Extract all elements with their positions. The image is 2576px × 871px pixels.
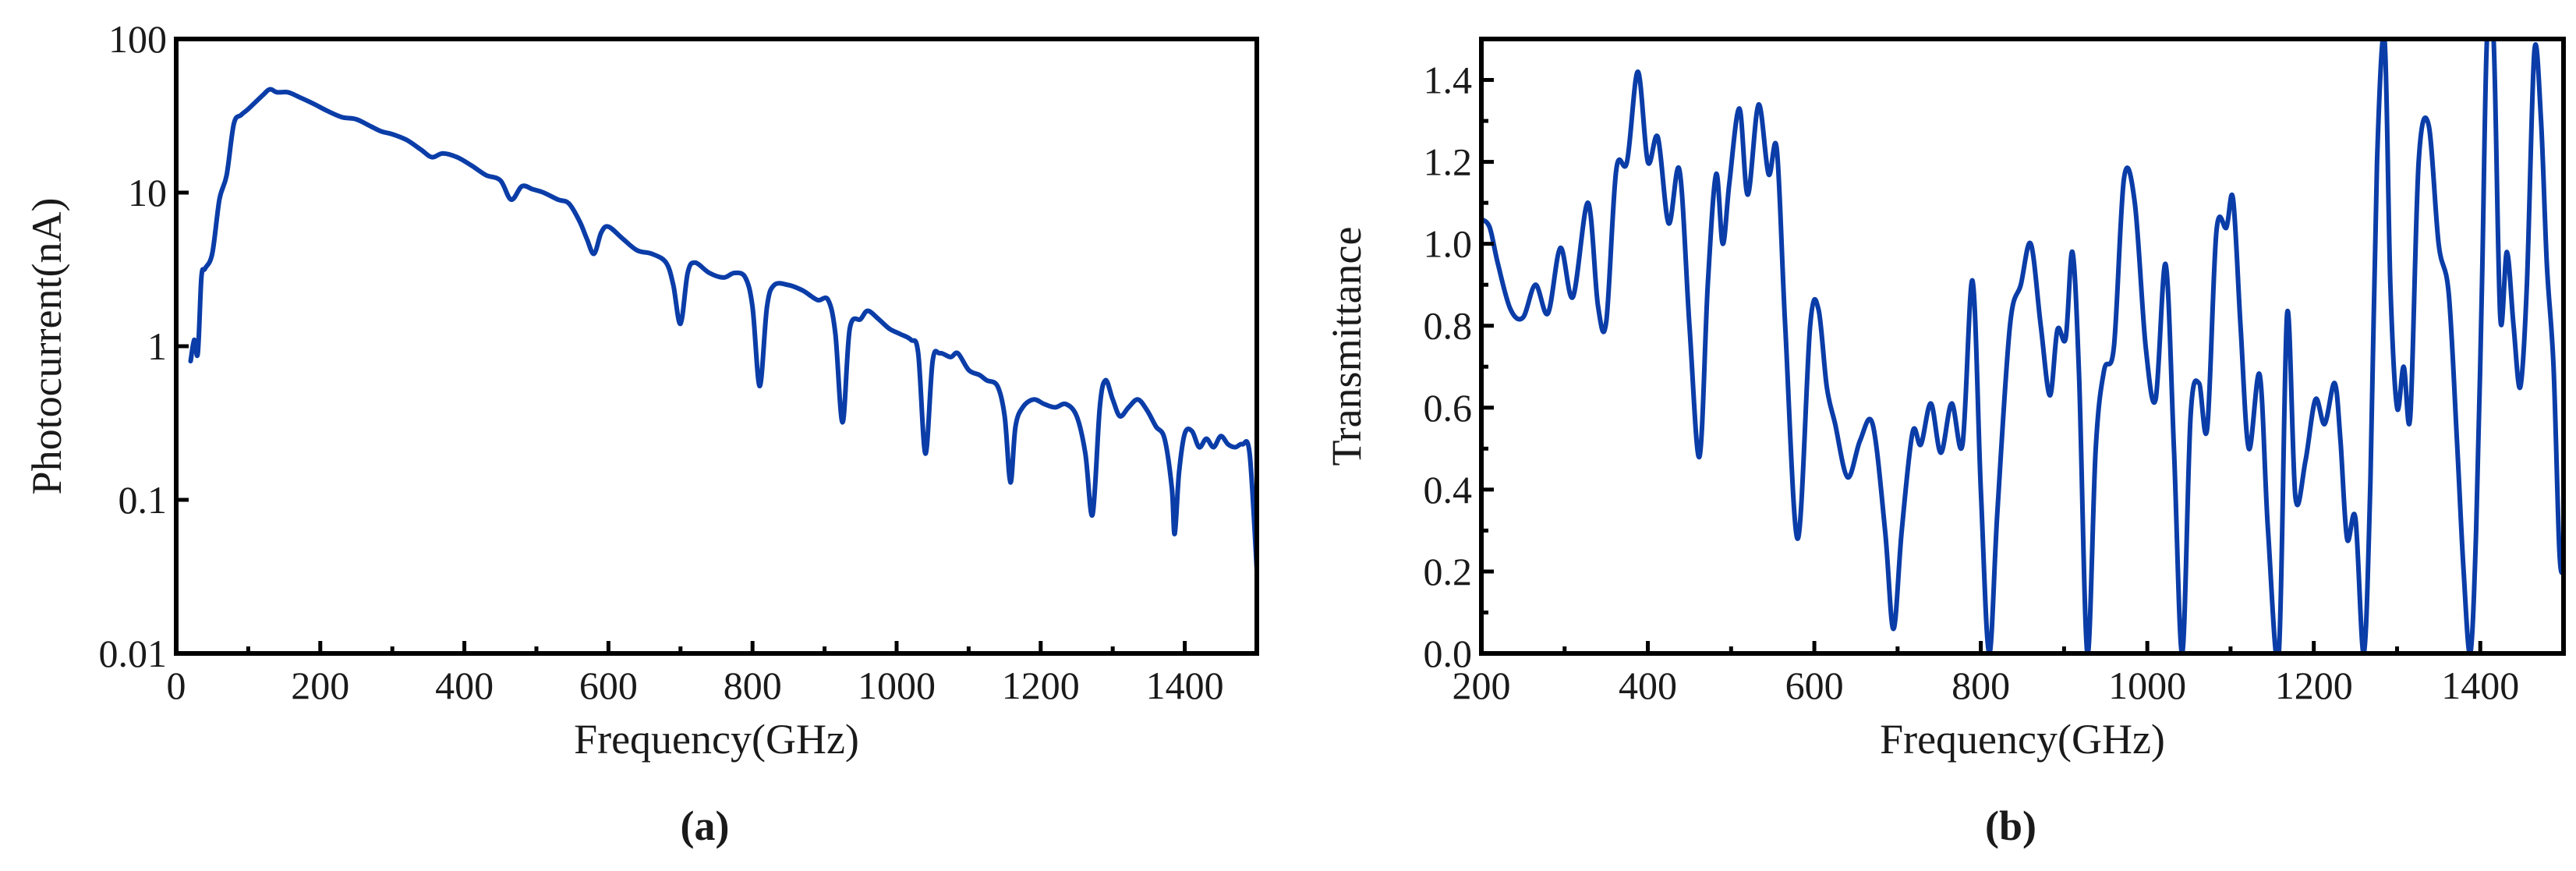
chart-a-y-tick-label: 0.01 xyxy=(99,632,168,675)
chart-a-y-tick-label: 1 xyxy=(147,324,167,368)
chart-a-x-tick-label: 1000 xyxy=(858,664,936,707)
chart-a-x-tick-label: 0 xyxy=(167,664,186,707)
chart-a-x-tick-label: 1200 xyxy=(1002,664,1080,707)
chart-b-plot-area: 200 400 600 800 1000 1200 1400 0.0 0.2 0.4 0.6 0.8 1… xyxy=(1424,37,2566,707)
chart-a-series-line-0 xyxy=(188,87,1257,572)
chart-b-x-tick-label: 1000 xyxy=(2108,664,2186,707)
chart-a-y-tick-label: 100 xyxy=(108,17,167,61)
chart-b-x-tick-label: 400 xyxy=(1619,664,1677,707)
chart-b-x-tick-label: 1200 xyxy=(2275,664,2353,707)
chart-a-y-tick-label: 0.1 xyxy=(119,478,168,522)
chart-b-y-tick-label: 0.4 xyxy=(1424,468,1473,512)
chart-b-series-line-0 xyxy=(1481,39,2564,653)
chart-panel-b: 200 400 600 800 1000 1200 1400 0.0 0.2 0.4 0.6 0.8 1… xyxy=(1323,37,2566,849)
chart-a-x-tick-label: 600 xyxy=(579,664,638,707)
chart-a-x-tick-label: 400 xyxy=(435,664,494,707)
chart-b-x-tick-label: 200 xyxy=(1453,664,1511,707)
chart-b-y-axis-label: Transmittance xyxy=(1323,227,1370,466)
chart-b-y-tick-label: 0.8 xyxy=(1424,304,1473,348)
chart-a-x-tick-label: 1400 xyxy=(1146,664,1224,707)
chart-b-x-tick-label: 1400 xyxy=(2441,664,2519,707)
chart-panel-a: 0 200 400 600 800 1000 1200 1400 0.01 0.1 1 10 100 F… xyxy=(23,17,1259,849)
chart-a-x-axis-label: Frequency(GHz) xyxy=(574,716,859,763)
chart-a-x-tick-label: 200 xyxy=(291,664,349,707)
chart-b-y-tick-label: 1.2 xyxy=(1424,140,1473,184)
chart-b-x-tick-label: 600 xyxy=(1785,664,1844,707)
chart-a-plot-area: 0 200 400 600 800 1000 1200 1400 0.01 0.1 1 10 100 xyxy=(99,17,1259,707)
chart-a-panel-label: (a) xyxy=(681,802,730,849)
chart-b-y-tick-label: 1.4 xyxy=(1424,58,1473,102)
chart-b-panel-label: (b) xyxy=(1985,802,2036,849)
chart-a-frame xyxy=(174,37,1259,656)
chart-b-x-axis-label: Frequency(GHz) xyxy=(1880,716,2165,763)
chart-b-y-tick-label: 1.0 xyxy=(1424,222,1473,266)
chart-a-y-tick-label: 10 xyxy=(128,171,167,214)
chart-b-y-tick-label: 0.2 xyxy=(1424,550,1473,593)
chart-a-x-tick-label: 800 xyxy=(724,664,782,707)
chart-b-y-tick-label: 0.0 xyxy=(1424,632,1473,675)
chart-b-x-tick-label: 800 xyxy=(1951,664,2010,707)
chart-b-frame xyxy=(1479,37,2566,656)
chart-a-y-axis-label: Photocurrent(nA) xyxy=(23,198,70,495)
chart-b-y-tick-label: 0.6 xyxy=(1424,386,1473,430)
